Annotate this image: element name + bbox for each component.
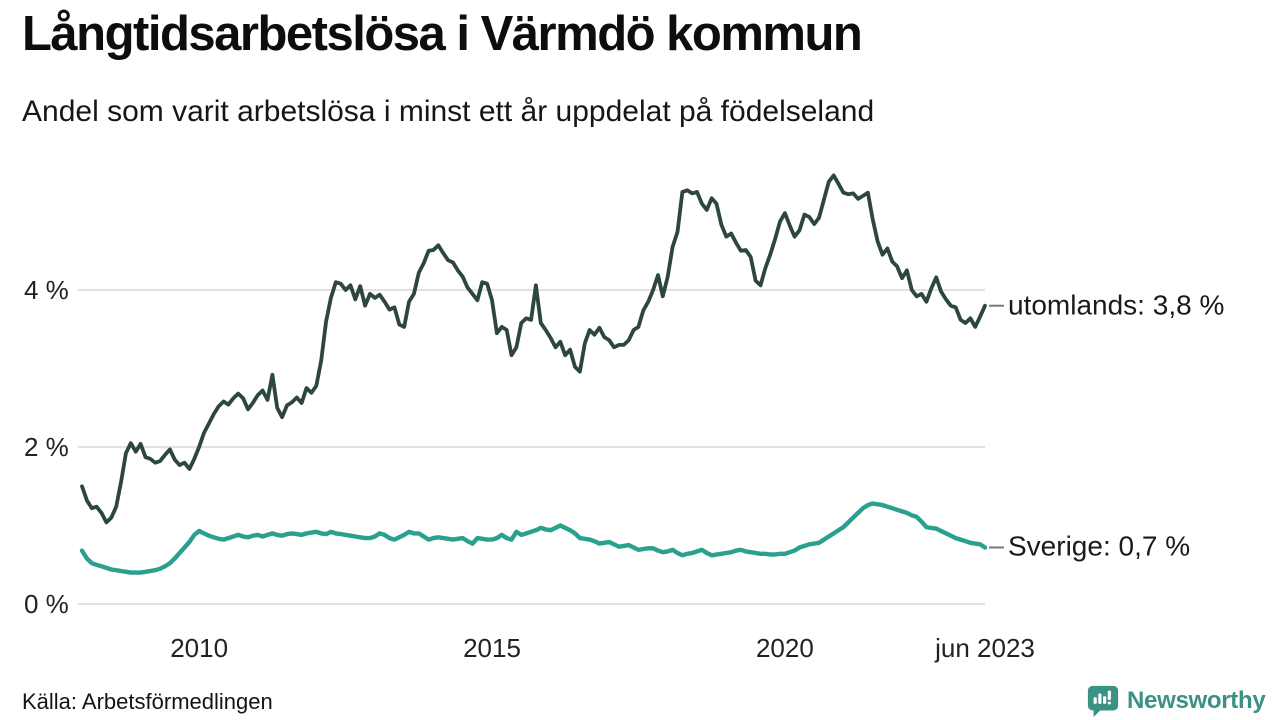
x-axis-label-2020: 2020	[755, 633, 814, 663]
x-axis-label-jun-2023: jun 2023	[935, 633, 1035, 663]
y-axis-label-2pct: 2 %	[24, 432, 69, 462]
x-axis-label-2015: 2015	[463, 633, 521, 663]
newsworthy-logo: Newsworthy	[1086, 684, 1266, 718]
sverige-line	[79, 501, 988, 575]
y-axis-label-4pct: 4 %	[24, 275, 69, 305]
utomlands-line	[80, 173, 987, 525]
bar-chart-speech-bubble-icon	[1087, 685, 1119, 718]
y-axis-label-0pct: 0 %	[24, 589, 69, 619]
newsworthy-wordmark: Newsworthy	[1127, 687, 1266, 714]
series-label-utomlands: utomlands: 3,8 %	[1008, 289, 1225, 321]
page-subtitle: Andel som varit arbetslösa i minst ett å…	[22, 95, 875, 128]
x-axis-label-2010: 2010	[170, 633, 229, 663]
page-title: Långtidsarbetslösa i Värmdö kommun	[22, 7, 863, 61]
series-label-sverige: Sverige: 0,7 %	[1008, 530, 1191, 562]
source-note: Källa: Arbetsförmedlingen	[22, 689, 273, 714]
